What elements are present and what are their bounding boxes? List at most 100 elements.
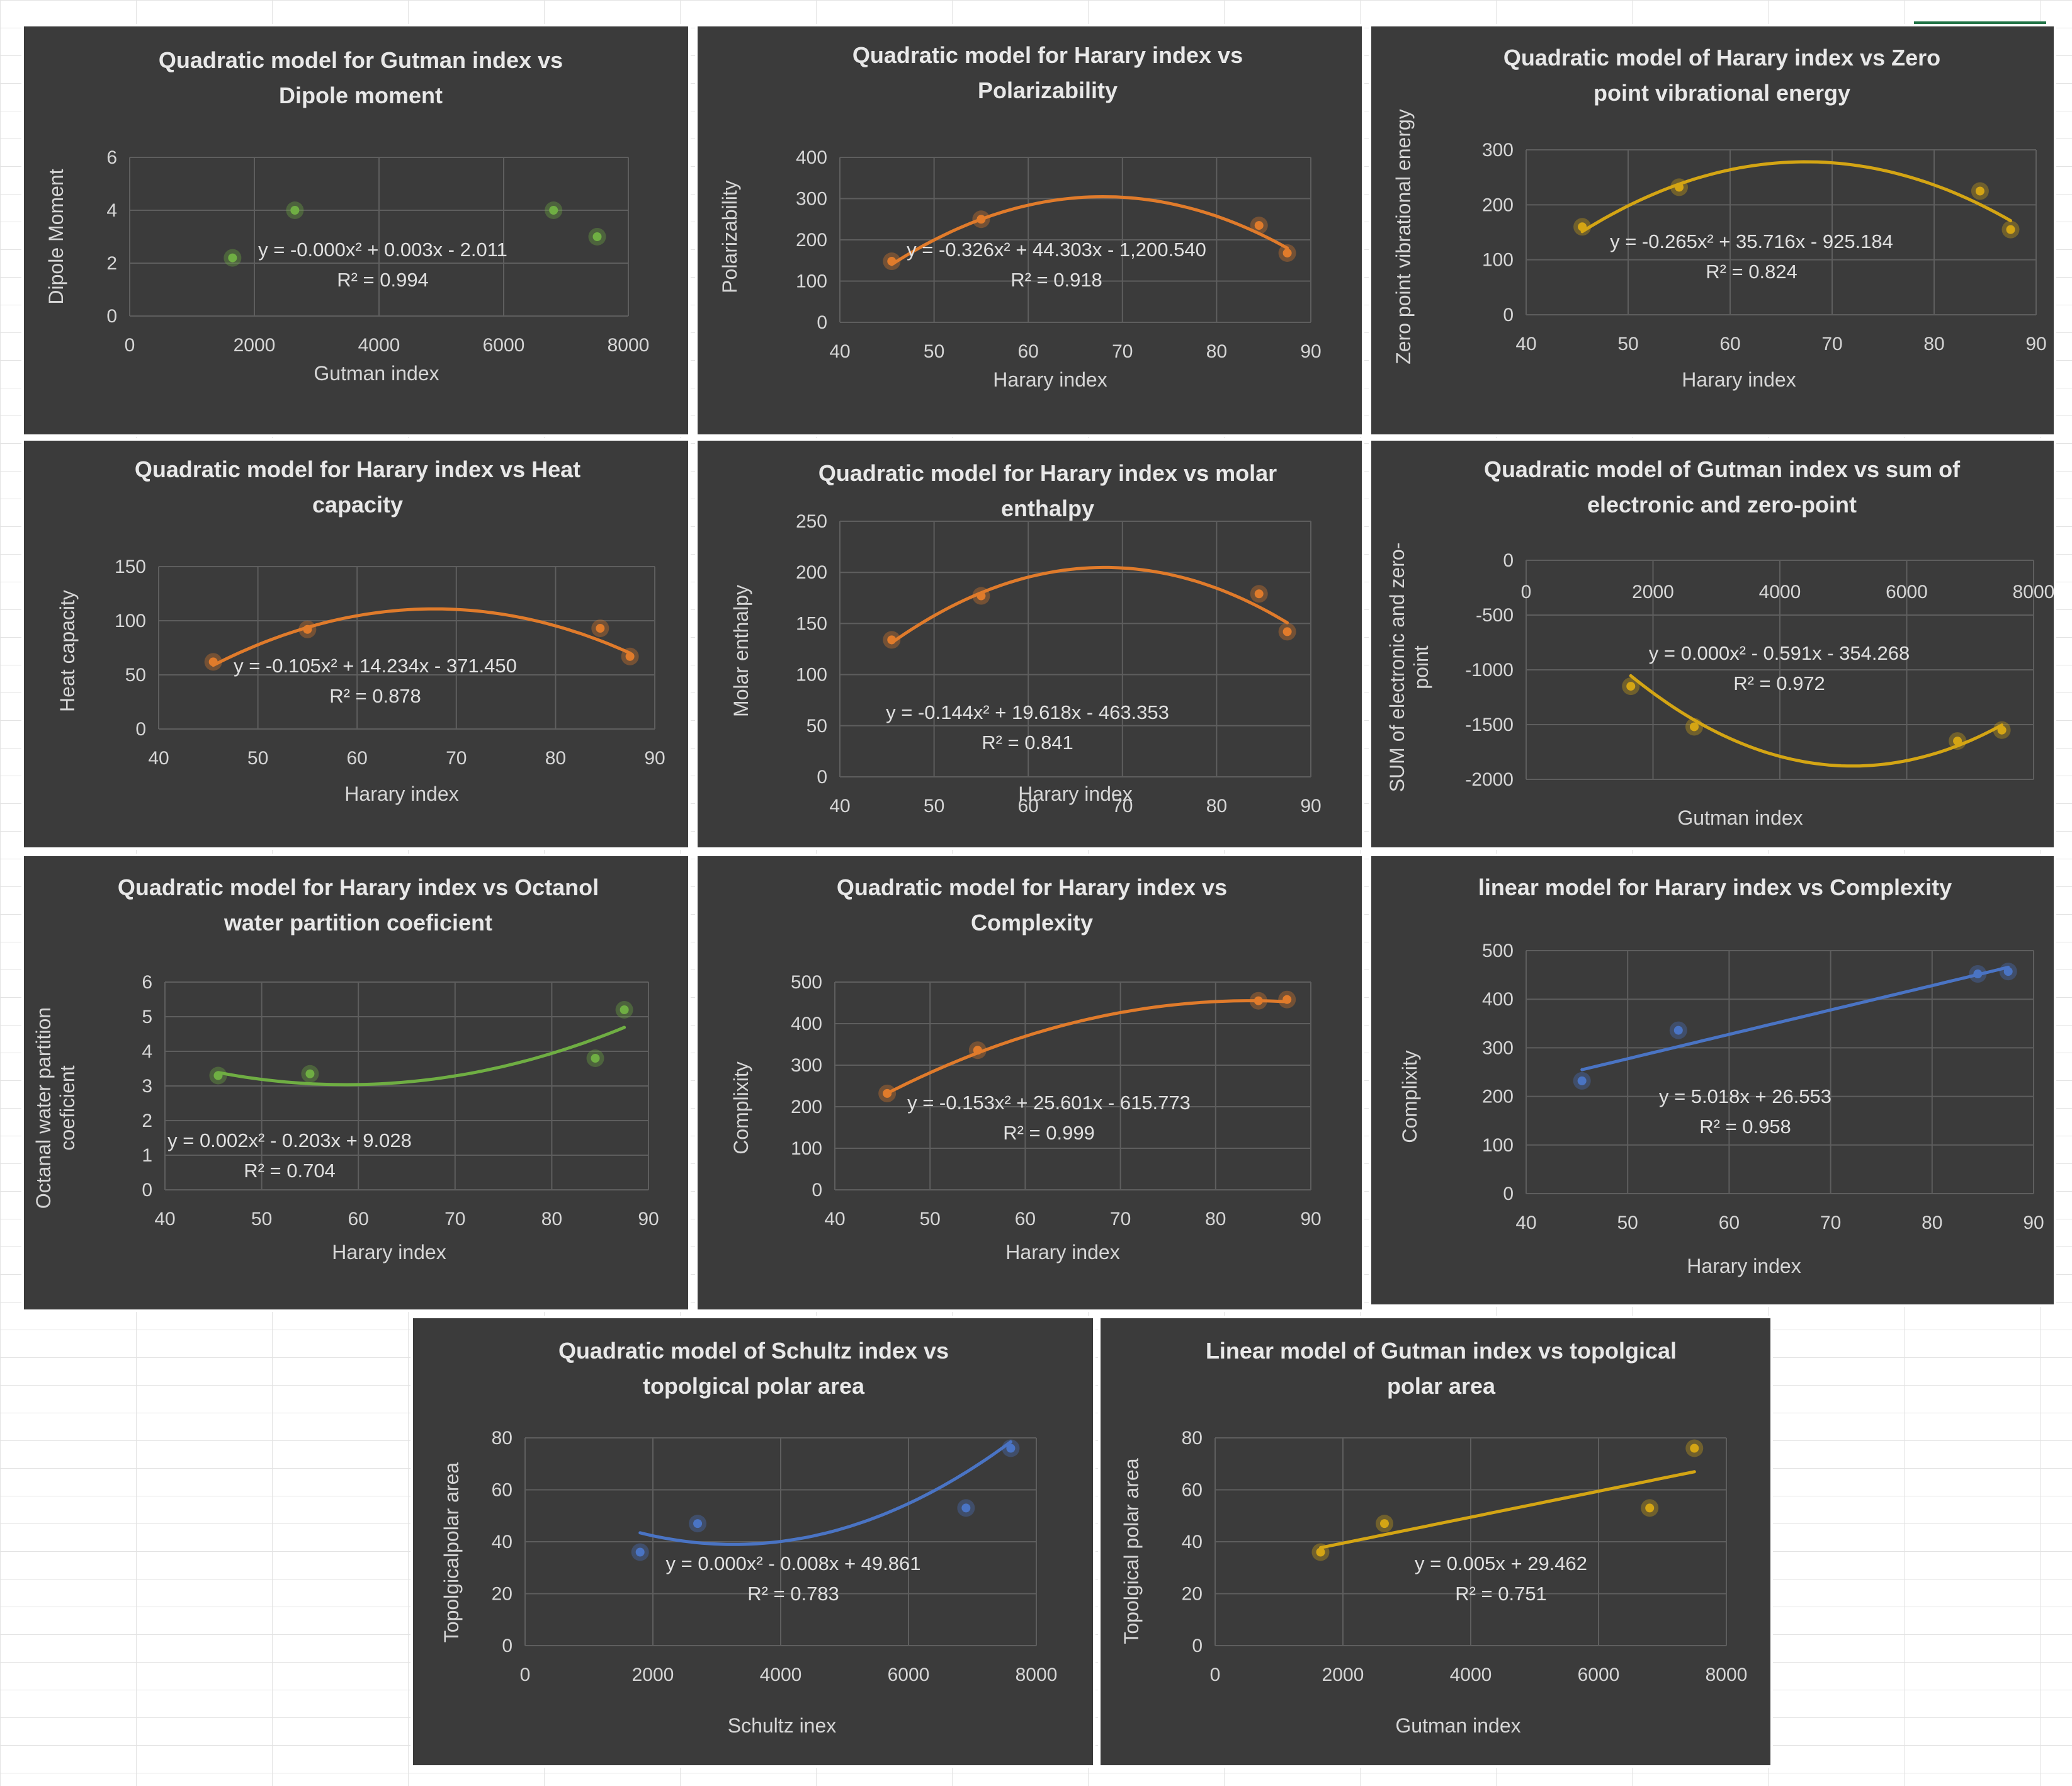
data-point[interactable]: [2006, 225, 2015, 234]
x-tick-label: 2000: [1632, 582, 1674, 602]
x-axis-label: Schultz inex: [728, 1714, 837, 1737]
y-tick-label: 20: [492, 1584, 512, 1605]
data-point[interactable]: [592, 232, 602, 241]
data-point[interactable]: [1282, 627, 1292, 636]
data-point[interactable]: [208, 657, 218, 667]
x-tick-label: 80: [1206, 796, 1227, 817]
data-point[interactable]: [961, 1503, 971, 1513]
chart-panel-7[interactable]: Quadratic model for Harary index vs Octa…: [21, 854, 691, 1312]
chart-panel-11[interactable]: Linear model of Gutman index vs topolgic…: [1098, 1316, 1773, 1768]
r-squared-label: R² = 0.841: [982, 732, 1073, 754]
y-tick-label: 0: [1503, 305, 1514, 325]
data-point[interactable]: [1973, 969, 1983, 979]
y-tick-label: 150: [796, 613, 827, 634]
data-point[interactable]: [1690, 1444, 1699, 1453]
data-point[interactable]: [2003, 967, 2013, 976]
data-point[interactable]: [228, 253, 237, 263]
chart-panel-3[interactable]: Quadratic model of Harary index vs Zero p…: [1369, 24, 2056, 437]
x-tick-label: 40: [154, 1209, 175, 1229]
data-point[interactable]: [1675, 183, 1684, 192]
y-tick-label: 50: [125, 665, 146, 686]
data-point[interactable]: [1689, 722, 1699, 732]
y-tick-label: 200: [796, 230, 827, 251]
chart-panel-2[interactable]: Quadratic model for Harary index vs Polar…: [695, 24, 1364, 437]
r-squared-label: R² = 0.972: [1733, 672, 1825, 694]
x-tick-label: 70: [444, 1209, 465, 1229]
data-point[interactable]: [591, 1054, 600, 1063]
y-tick-label: 3: [142, 1076, 152, 1097]
x-tick-label: 2000: [234, 335, 276, 356]
x-axis-label: Harary index: [1005, 1241, 1119, 1263]
data-point[interactable]: [1282, 248, 1292, 257]
x-axis-label: Gutman index: [1677, 806, 1803, 829]
data-point[interactable]: [973, 1046, 982, 1055]
data-point[interactable]: [213, 1071, 223, 1080]
trendline-equation: y = 0.000x² - 0.008x + 49.861: [666, 1552, 921, 1574]
chart-panel-5[interactable]: Quadratic model for Harary index vs mola…: [695, 438, 1364, 850]
data-point[interactable]: [1997, 725, 2007, 735]
data-point[interactable]: [1006, 1444, 1016, 1453]
data-point[interactable]: [1578, 222, 1587, 232]
data-point[interactable]: [977, 591, 986, 601]
x-tick-label: 60: [1015, 1209, 1036, 1229]
data-point[interactable]: [883, 1088, 892, 1098]
data-point[interactable]: [1577, 1076, 1587, 1085]
data-point[interactable]: [1953, 737, 1962, 746]
y-axis-label: Molar enthalpy: [730, 585, 752, 717]
data-point[interactable]: [303, 625, 312, 634]
data-point[interactable]: [1673, 1026, 1683, 1035]
y-tick-label: 100: [791, 1138, 822, 1159]
y-tick-label: -1000: [1465, 660, 1514, 681]
x-axis-label: Harary index: [344, 783, 458, 805]
chart-svg: Quadratic model for Harary index vs mola…: [730, 460, 1322, 817]
chart-panel-4[interactable]: Quadratic model for Harary index vs Heat…: [21, 438, 691, 850]
chart-panel-1[interactable]: Quadratic model for Gutman index vs Dipol…: [21, 24, 691, 437]
x-tick-label: 40: [829, 796, 850, 817]
data-point[interactable]: [290, 206, 300, 215]
trendline: [1580, 966, 2010, 1071]
data-point[interactable]: [977, 215, 986, 224]
x-tick-label: 6000: [888, 1664, 930, 1685]
chart-panel-8[interactable]: Quadratic model for Harary index vs Compl…: [695, 854, 1364, 1312]
x-tick-label: 60: [1018, 796, 1039, 817]
data-point[interactable]: [549, 206, 558, 215]
r-squared-label: R² = 0.994: [337, 269, 429, 291]
chart-svg: Quadratic model for Harary index vs Compl…: [730, 874, 1322, 1263]
data-point[interactable]: [1626, 682, 1636, 691]
x-tick-label: 90: [2025, 334, 2046, 354]
chart-panel-10[interactable]: Quadratic model of Schultz index vs topol…: [410, 1316, 1095, 1768]
data-point[interactable]: [1282, 995, 1292, 1004]
data-point[interactable]: [693, 1519, 703, 1529]
data-point[interactable]: [1254, 996, 1263, 1005]
data-point[interactable]: [305, 1069, 315, 1078]
y-axis-label: coeficient: [56, 1065, 79, 1150]
y-tick-label: 200: [1482, 1087, 1514, 1107]
data-point[interactable]: [1645, 1503, 1655, 1513]
data-point[interactable]: [1254, 221, 1264, 230]
data-point[interactable]: [625, 652, 635, 661]
data-point[interactable]: [620, 1005, 629, 1014]
x-tick-label: 40: [148, 748, 169, 769]
data-point[interactable]: [635, 1547, 645, 1557]
x-tick-label: 8000: [2013, 582, 2055, 602]
chart-panel-9[interactable]: linear model for Harary index vs Complex…: [1369, 854, 2056, 1307]
data-point[interactable]: [1316, 1547, 1325, 1557]
data-point[interactable]: [1379, 1519, 1389, 1529]
chart-panel-6[interactable]: Quadratic model of Gutman index vs sum o…: [1369, 438, 2056, 850]
trendline-equation: y = -0.144x² + 19.618x - 463.353: [886, 701, 1169, 723]
trendline: [885, 999, 1289, 1095]
data-point[interactable]: [1254, 589, 1264, 599]
r-squared-label: R² = 0.704: [244, 1160, 336, 1182]
x-tick-label: 50: [251, 1209, 272, 1229]
data-point[interactable]: [596, 624, 605, 633]
y-tick-label: 0: [812, 1180, 822, 1201]
data-point[interactable]: [887, 635, 897, 645]
x-axis-label: Gutman index: [1395, 1714, 1520, 1737]
chart-title: Quadratic model for Harary index vs: [852, 42, 1243, 68]
r-squared-label: R² = 0.824: [1706, 261, 1797, 283]
x-tick-label: 70: [1112, 341, 1133, 362]
data-point[interactable]: [887, 257, 897, 266]
y-axis-label: Dipole Moment: [45, 169, 67, 304]
chart-title: electronic and zero-point: [1587, 492, 1857, 517]
data-point[interactable]: [1975, 186, 1984, 196]
